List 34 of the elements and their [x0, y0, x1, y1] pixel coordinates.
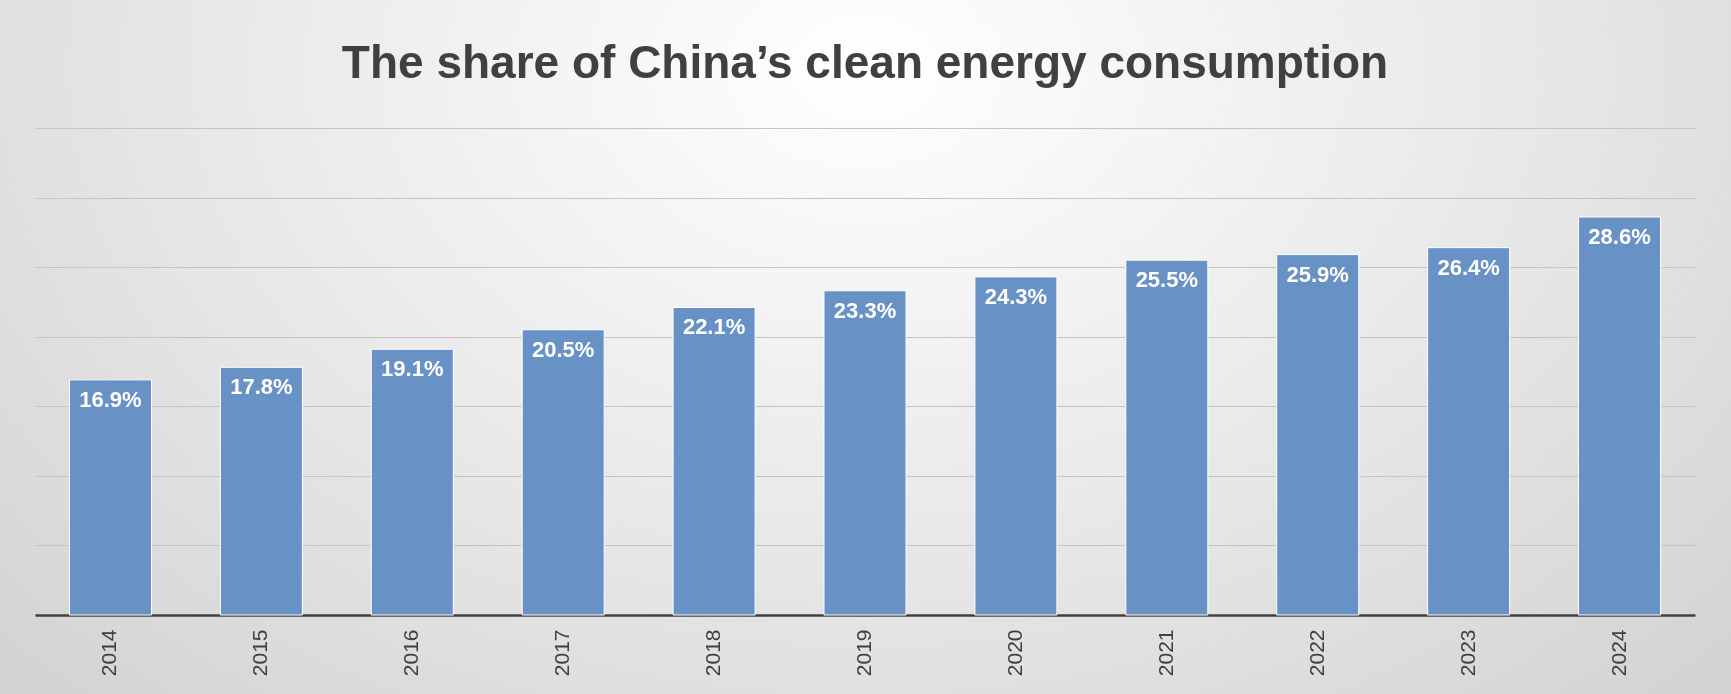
bar	[521, 329, 605, 616]
data-label: 23.3%	[833, 297, 897, 323]
data-label: 26.4%	[1437, 254, 1500, 280]
x-tick-label: 2019	[852, 629, 875, 677]
bar	[1276, 254, 1360, 616]
bar	[68, 379, 152, 616]
chart-title: The share of China’s clean energy consumption	[341, 36, 1389, 88]
bar	[823, 290, 907, 616]
bar	[1578, 216, 1662, 616]
data-label: 17.8%	[230, 374, 293, 400]
data-label: 20.5%	[531, 336, 595, 362]
bar	[1427, 247, 1511, 616]
data-label: 22.1%	[682, 314, 746, 340]
data-label: 28.6%	[1588, 224, 1651, 250]
data-label: 25.9%	[1286, 261, 1349, 287]
data-label: 16.9%	[79, 386, 142, 412]
bar	[672, 306, 756, 616]
bar	[219, 366, 303, 616]
x-tick-label: 2022	[1304, 629, 1328, 677]
x-tick-label: 2016	[399, 629, 423, 677]
x-tick-label: 2023	[1455, 629, 1479, 677]
bar	[1125, 259, 1209, 616]
bar	[370, 348, 454, 616]
x-tick-label: 2017	[550, 629, 574, 677]
x-tick-label: 2024	[1606, 629, 1630, 677]
x-tick-label: 2020	[1002, 629, 1026, 677]
data-label: 25.5%	[1135, 267, 1199, 293]
bar	[974, 276, 1058, 616]
data-label: 24.3%	[984, 283, 1048, 309]
data-label: 19.1%	[381, 356, 444, 382]
x-tick-label: 2021	[1153, 629, 1177, 677]
x-tick-label: 2018	[701, 629, 725, 677]
x-tick-label: 2014	[97, 629, 121, 677]
x-tick-label: 2015	[248, 629, 272, 677]
